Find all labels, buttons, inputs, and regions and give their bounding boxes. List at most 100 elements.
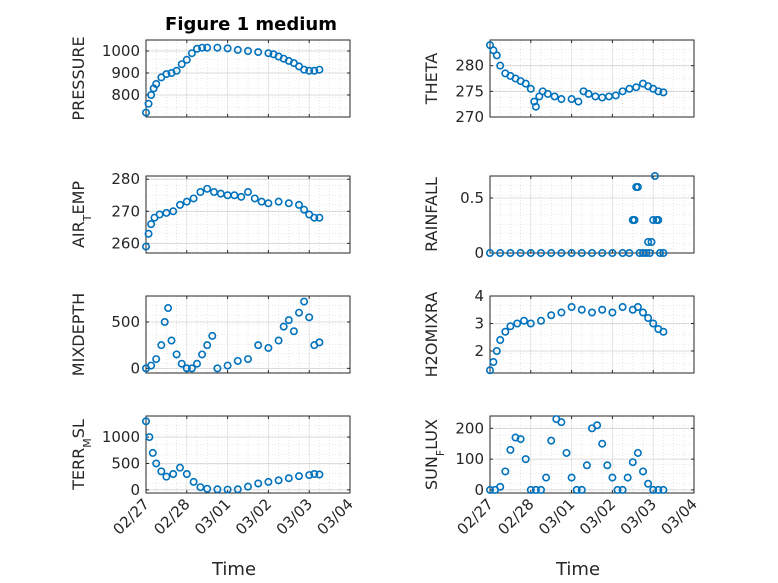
data-point — [654, 87, 663, 96]
data-point — [567, 473, 576, 482]
data-point — [587, 249, 596, 258]
series-markers — [485, 172, 668, 258]
data-point — [223, 44, 232, 53]
data-point — [164, 304, 173, 313]
data-point — [567, 95, 576, 104]
data-point — [516, 435, 525, 444]
data-point — [310, 66, 319, 75]
data-point — [279, 322, 288, 331]
data-point — [611, 91, 620, 100]
data-point — [526, 84, 535, 93]
y-tick-label: 0 — [130, 359, 140, 377]
data-point — [526, 485, 535, 494]
data-point — [182, 197, 191, 206]
data-point — [547, 311, 556, 320]
data-point — [254, 48, 263, 57]
data-point — [176, 200, 185, 209]
data-point — [244, 188, 253, 197]
data-point — [618, 302, 627, 311]
data-point — [598, 439, 607, 448]
data-point — [196, 188, 205, 197]
data-point — [567, 302, 576, 311]
data-point — [543, 89, 552, 98]
axes-box — [145, 175, 351, 254]
data-point — [289, 327, 298, 336]
data-point — [659, 249, 668, 258]
y-tick-label: 4 — [474, 287, 484, 305]
data-point — [144, 99, 153, 108]
data-point — [506, 322, 515, 331]
y-axis-label: THETA — [422, 53, 441, 105]
data-point — [294, 308, 303, 317]
y-tick-label: 800 — [111, 86, 140, 104]
series-markers — [485, 302, 668, 375]
data-point — [547, 436, 556, 445]
data-point — [572, 485, 581, 494]
series-markers — [485, 41, 668, 111]
data-point — [193, 44, 202, 53]
data-point — [187, 364, 196, 373]
y-tick-label: 1000 — [102, 42, 140, 60]
y-tick-label: 275 — [455, 82, 484, 100]
data-point — [254, 341, 263, 350]
data-point — [162, 472, 171, 481]
data-point — [305, 313, 314, 322]
data-point — [584, 89, 593, 98]
axes-box — [145, 415, 351, 494]
y-axis-label: SUNFLUX — [422, 419, 447, 490]
data-point — [649, 319, 658, 328]
data-point — [496, 61, 505, 70]
data-point — [644, 238, 653, 247]
axes-box — [145, 39, 351, 118]
data-point — [145, 433, 154, 442]
data-point — [618, 87, 627, 96]
data-point — [519, 316, 528, 325]
data-point — [630, 216, 639, 225]
y-axis-label: TERRMSL — [69, 419, 94, 491]
data-point — [233, 45, 242, 54]
y-tick-label: 260 — [111, 234, 140, 252]
data-point — [254, 479, 263, 488]
data-point — [526, 249, 535, 258]
data-point — [547, 249, 556, 258]
data-point — [598, 305, 607, 314]
data-point — [294, 200, 303, 209]
data-point — [169, 207, 178, 216]
data-point — [284, 474, 293, 483]
data-point — [189, 194, 198, 203]
data-point — [244, 46, 253, 55]
data-point — [172, 350, 181, 359]
data-point — [536, 249, 545, 258]
axes-box — [489, 175, 695, 254]
data-point — [633, 448, 642, 457]
data-point — [148, 448, 157, 457]
data-point — [557, 418, 566, 427]
y-tick-label: 900 — [111, 64, 140, 82]
data-point — [574, 97, 583, 106]
y-tick-label: 500 — [111, 313, 140, 331]
figure-title: Figure 1 medium — [165, 14, 337, 35]
data-point — [536, 316, 545, 325]
data-point — [492, 51, 501, 60]
data-point — [244, 355, 253, 364]
data-point — [315, 65, 324, 74]
subplot-4: 0 0.5 RAINFALL — [422, 172, 695, 262]
subplot-2: 270 275 280 THETA — [422, 39, 695, 126]
data-point — [315, 213, 324, 222]
data-point — [300, 297, 309, 306]
data-point — [521, 455, 530, 464]
data-point — [310, 470, 319, 479]
data-point — [300, 205, 309, 214]
data-point — [233, 485, 242, 494]
y-tick-label: 1000 — [102, 428, 140, 446]
data-point — [608, 249, 617, 258]
data-point — [142, 108, 151, 117]
data-point — [203, 184, 212, 193]
y-tick-label: 270 — [455, 108, 484, 126]
data-point — [213, 364, 222, 373]
y-axis-label: RAINFALL — [422, 177, 441, 252]
data-point — [562, 448, 571, 457]
data-point — [577, 485, 586, 494]
data-point — [147, 220, 156, 229]
data-point — [233, 356, 242, 365]
